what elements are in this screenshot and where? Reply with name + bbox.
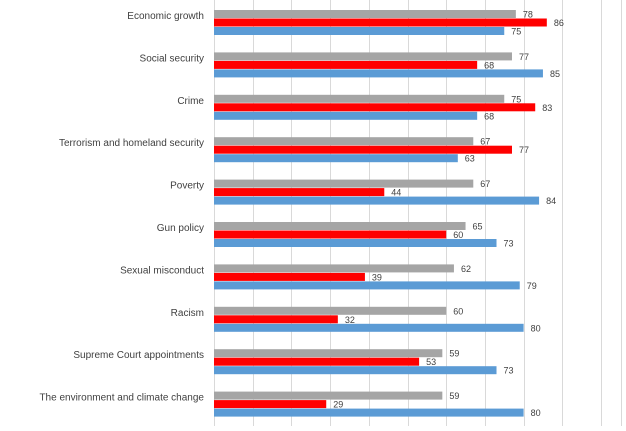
data-label: 29 [333,400,343,410]
bars-layer [214,10,547,417]
data-label: 32 [345,315,355,325]
bar [214,111,478,120]
category-label: Racism [171,308,204,319]
data-label: 68 [484,111,494,121]
data-label: 85 [550,69,560,79]
bar [214,408,524,417]
data-label: 59 [449,391,459,401]
category-label: Crime [177,96,204,107]
bar [214,69,543,78]
data-label: 73 [504,239,514,249]
bar [214,94,505,103]
bar [214,306,447,315]
data-label: 60 [453,306,463,316]
data-label: 63 [465,154,475,164]
bar [214,10,516,18]
data-label: 75 [511,27,521,37]
data-label: 60 [453,230,463,240]
data-label: 86 [554,18,564,28]
category-label: Economic growth [127,11,204,22]
bar [214,154,458,163]
bar [214,18,547,27]
bar [214,349,443,358]
data-label: 53 [426,357,436,367]
bar [214,145,512,154]
bar [214,60,478,69]
bar [214,52,512,61]
bar [214,281,520,290]
bar [214,323,524,332]
category-label: Sexual misconduct [120,265,204,276]
bar [214,230,447,239]
category-label: The environment and climate change [39,393,204,404]
data-label: 77 [519,145,529,155]
data-label: 77 [519,52,529,62]
labels-layer: Economic growth 78 86 75 Social security 77 68… [39,10,563,419]
data-label: 65 [473,222,483,232]
data-label: 39 [372,272,382,282]
data-label: 84 [546,196,556,206]
bar [214,179,474,188]
bar [214,315,338,324]
data-label: 62 [461,264,471,274]
category-label: Poverty [170,181,204,192]
data-label: 75 [511,94,521,104]
bar [214,357,420,366]
bar [214,196,540,205]
data-label: 59 [449,349,459,359]
bar [214,137,474,146]
data-label: 79 [527,281,537,291]
category-label: Supreme Court appointments [73,350,204,361]
bar [214,239,497,247]
data-label: 68 [484,60,494,70]
data-label: 80 [531,408,541,418]
category-label: Social security [140,53,204,64]
data-label: 44 [391,188,401,198]
data-label: 73 [504,366,514,376]
data-label: 83 [542,103,552,113]
bar [214,188,385,197]
data-label: 80 [531,323,541,333]
data-label: 78 [523,10,533,20]
bar [214,366,497,375]
category-label: Terrorism and homeland security [59,138,204,149]
category-label: Gun policy [157,223,204,234]
bar [214,27,505,35]
bar [214,103,536,112]
bar [214,400,327,409]
bar [214,222,466,230]
bar [214,391,443,400]
data-label: 67 [480,137,490,147]
data-label: 67 [480,179,490,189]
bar [214,264,454,273]
bar [214,272,365,281]
